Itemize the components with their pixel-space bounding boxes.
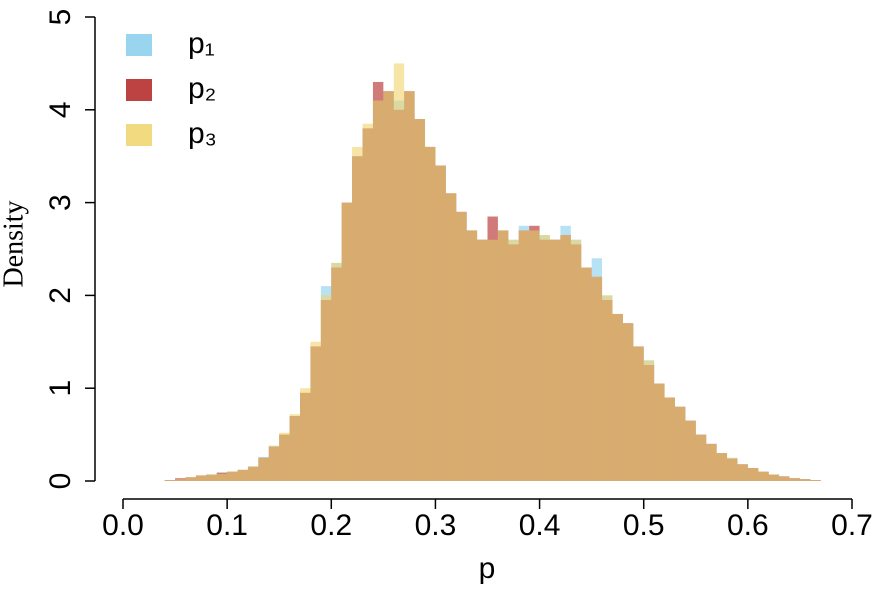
x-tick-label: 0.3 [415,509,457,542]
histogram-bar [518,230,530,481]
histogram-bar [445,193,457,481]
histogram-bar [779,476,790,481]
histogram-bar [789,478,800,481]
x-tick-label: 0.5 [623,509,665,542]
histogram-bar [206,474,217,481]
histogram-bar [247,466,259,481]
x-axis-label: p [479,552,496,585]
histogram-bar [497,230,509,481]
histogram-bar [664,397,675,481]
histogram-bar [320,295,332,481]
histogram-bar [570,239,582,481]
histogram-bar [237,469,248,481]
histogram-bar [362,123,373,481]
y-tick-label: 3 [44,194,77,211]
x-tick-label: 0.0 [102,509,144,542]
histogram-bar [289,414,301,481]
histogram-bar [602,295,613,481]
histogram-bar [331,262,342,481]
legend-swatch [126,124,152,146]
y-tick-label: 4 [44,101,77,118]
legend-label: p₂ [188,72,216,105]
histogram-bar [539,235,550,481]
legend-swatch [126,34,152,56]
x-tick-label: 0.1 [206,509,248,542]
histogram-bar [487,239,498,481]
histogram-bar [560,235,571,481]
legend-swatch [126,79,152,101]
histogram-bar [727,457,738,481]
histogram-bar [622,323,634,481]
histogram-bar [633,346,644,481]
histogram-bar [529,230,540,481]
histogram-bar [591,276,603,481]
histogram-bar [799,479,811,481]
histogram-bar [716,453,728,481]
y-tick-label: 2 [44,287,77,304]
histogram-bar [581,267,592,481]
y-axis-label: Density [0,200,29,287]
y-tick-label: 5 [44,9,77,26]
histogram-bar [352,146,363,482]
x-tick-label: 0.6 [727,509,769,542]
y-tick-label: 1 [44,380,77,397]
histogram-bar [549,239,561,481]
histogram-bar [695,434,707,481]
histogram-bar [164,480,176,481]
x-tick-label: 0.7 [831,509,873,542]
histogram-bar [466,230,478,481]
y-tick-label: 0 [44,473,77,490]
histogram-bar [508,239,519,481]
histogram-bar [706,443,717,481]
histogram-bar [414,119,426,481]
histogram-bar [810,480,821,481]
histogram-bar [216,473,228,481]
histogram-bar [279,432,290,481]
histogram-bar [258,457,269,481]
x-tick-label: 0.4 [519,509,561,542]
histogram-bar [310,341,321,481]
histogram-bar [758,471,769,481]
histogram-bar [737,464,748,481]
histogram-bar [393,63,405,482]
histogram-bar [268,445,280,481]
histogram-bar [654,383,665,481]
histogram-bar [747,468,759,481]
histogram-bar [372,100,384,482]
x-tick-label: 0.2 [310,509,352,542]
histogram-bar [768,474,780,481]
histogram-bar [195,475,207,481]
histogram-bar [383,91,394,482]
histogram-bar [185,477,196,481]
histogram-bar [227,471,238,481]
histogram-bar [404,91,415,482]
histogram-bar [674,406,686,481]
legend-label: p₁ [188,27,215,60]
histogram-bar [341,202,353,481]
histogram-bar [435,165,446,482]
histogram-bar [425,146,436,482]
histogram-bar [300,388,311,481]
histogram-bar [477,239,488,481]
histogram-bar [175,479,186,481]
histogram-bar [612,313,623,481]
legend-label: p₃ [188,117,217,150]
histogram-bar [643,360,655,481]
histogram-bar [685,420,696,481]
histogram-bar [456,211,467,481]
